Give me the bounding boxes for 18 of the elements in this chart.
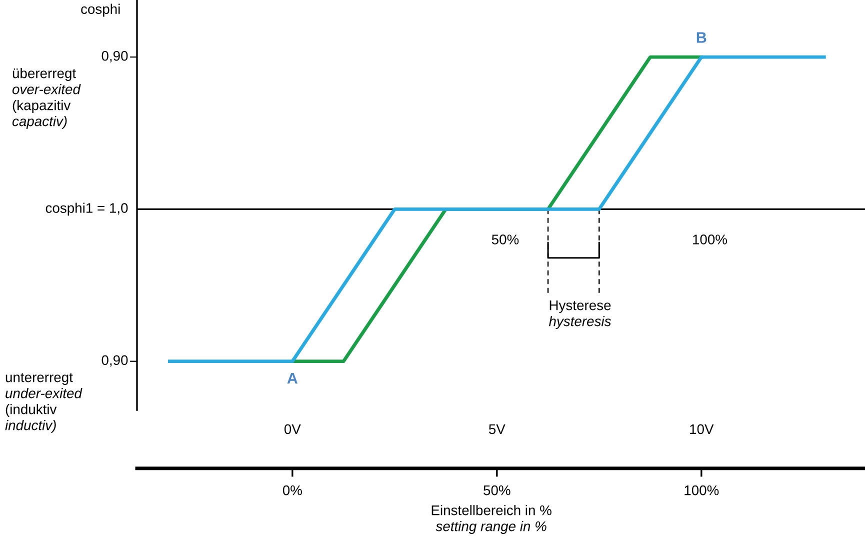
y-axis-title: cosphi <box>81 4 120 17</box>
x2-tick-label: 5V <box>488 424 506 434</box>
text: cosphi1 = 1,0 <box>46 202 128 216</box>
annotation: 50% <box>492 234 519 244</box>
text: 0,90 <box>102 50 128 62</box>
x2-tick-label: 10V <box>690 424 714 434</box>
x-tick-label: 50% <box>484 485 510 496</box>
x-tick-label: 0% <box>282 485 302 496</box>
annotation: B <box>696 32 706 43</box>
x-axis-title: Einstellbereich in % setting range in % <box>432 505 552 534</box>
annotation: A <box>287 372 298 384</box>
x2-tick-label: 0V <box>284 424 301 434</box>
text: untererregt under-exited (induktiv inductiv) <box>5 373 82 433</box>
annotation: Hysterese hysteresis <box>548 300 611 329</box>
annotation: 100% <box>693 234 728 244</box>
text: übererregt over-exited (kapazitiv capactiv) <box>12 68 81 129</box>
text: 0,90 <box>102 355 128 367</box>
x-tick-label: 100% <box>684 485 719 496</box>
